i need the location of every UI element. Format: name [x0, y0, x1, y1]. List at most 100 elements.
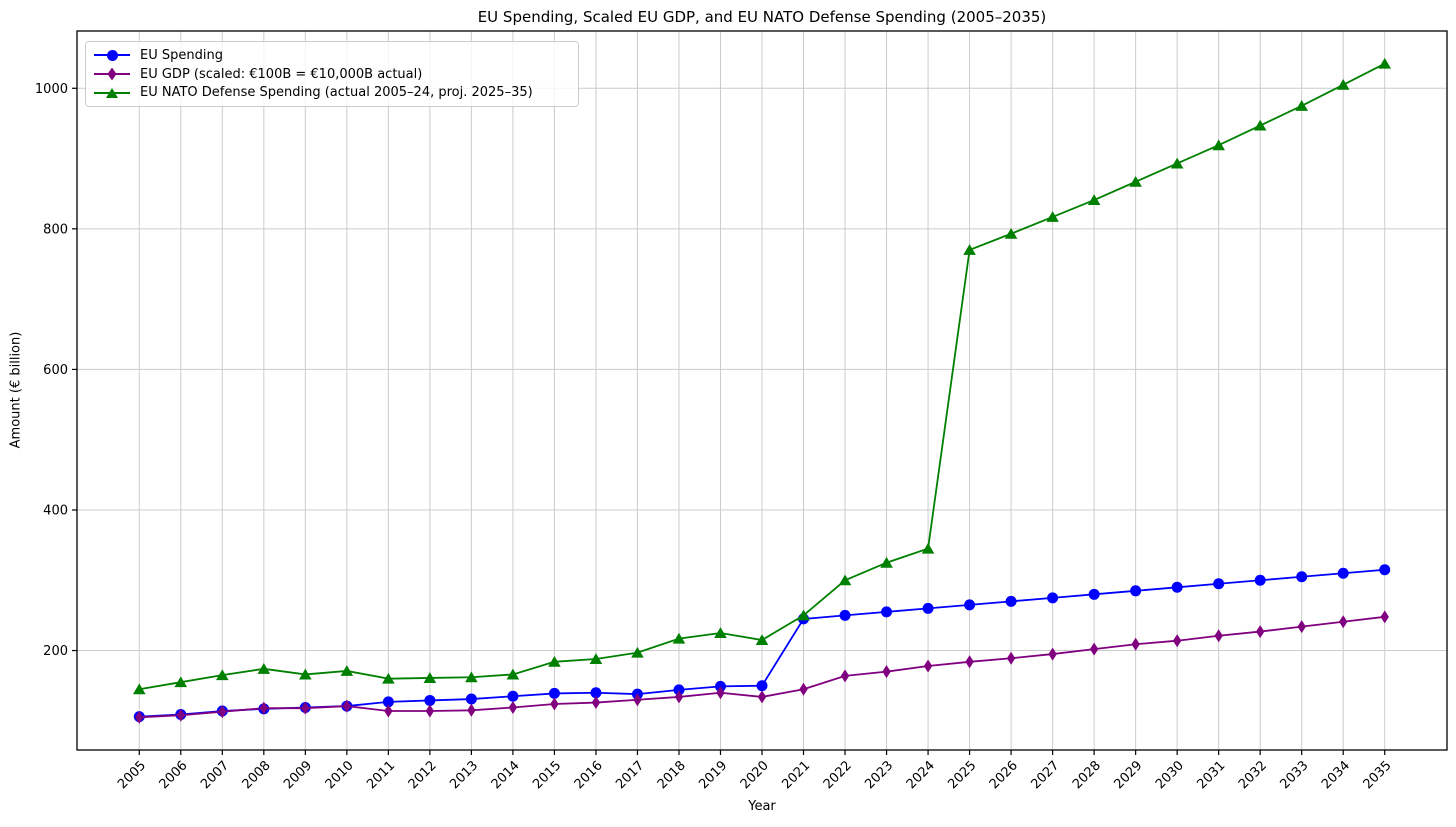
x-tick-label: 2023: [862, 758, 896, 792]
data-point-marker: [1006, 651, 1016, 665]
data-point-marker: [1047, 592, 1059, 604]
data-point-marker: [1004, 227, 1018, 239]
x-tick-label: 2024: [904, 758, 938, 792]
data-point-marker: [384, 704, 393, 718]
x-tick-label: 2025: [945, 758, 979, 792]
data-point-marker: [1378, 57, 1392, 69]
x-tick-label: 2020: [738, 758, 772, 792]
data-point-marker: [423, 672, 437, 683]
x-tick-label: 2006: [157, 758, 191, 792]
data-point-marker: [1254, 574, 1266, 586]
data-point-marker: [1297, 620, 1306, 634]
data-point-marker: [1172, 634, 1182, 648]
x-axis-label: Year: [748, 799, 776, 814]
data-point-marker: [132, 683, 146, 695]
data-point-marker: [1212, 139, 1225, 151]
x-tick-label: 2017: [613, 758, 647, 792]
data-point-marker: [1295, 100, 1308, 111]
data-point-marker: [465, 693, 477, 705]
x-tick-label: 2032: [1236, 758, 1270, 792]
legend-item-eu-nato-defense: EU NATO Defense Spending (actual 2005–24…: [94, 83, 568, 102]
data-point-marker: [507, 690, 519, 702]
x-tick-label: 2011: [364, 758, 398, 792]
x-tick-label: 2026: [987, 758, 1021, 792]
data-point-marker: [342, 699, 352, 713]
legend-item-eu-gdp: EU GDP (scaled: €100B = €10,000B actual): [94, 65, 568, 84]
data-point-marker: [1296, 571, 1308, 583]
data-point-marker: [923, 659, 933, 673]
x-tick-label: 2014: [489, 758, 523, 792]
data-point-marker: [1170, 157, 1184, 169]
data-point-marker: [714, 627, 727, 638]
legend-label-eu-gdp: EU GDP (scaled: €100B = €10,000B actual): [140, 66, 423, 82]
y-tick-label: 400: [43, 503, 68, 518]
data-point-marker: [465, 671, 478, 683]
x-tick-label: 2027: [1028, 758, 1062, 792]
chart-title: EU Spending, Scaled EU GDP, and EU NATO …: [477, 8, 1047, 26]
data-point-marker: [965, 655, 974, 669]
data-point-marker: [216, 669, 229, 681]
data-point-marker: [1337, 567, 1349, 579]
y-tick-label: 600: [43, 363, 68, 378]
data-point-marker: [382, 672, 395, 684]
series-1: [135, 610, 1389, 724]
line-diamond-marker-icon: [94, 67, 130, 81]
data-point-marker: [257, 663, 271, 674]
data-point-marker: [921, 542, 935, 554]
data-point-marker: [757, 690, 767, 704]
x-tick-label: 2030: [1153, 758, 1187, 792]
x-tick-label: 2029: [1111, 758, 1145, 792]
data-point-marker: [299, 668, 312, 680]
data-point-marker: [1171, 581, 1183, 593]
x-tick-label: 2007: [198, 758, 232, 792]
data-point-marker: [135, 710, 144, 724]
x-tick-label: 2021: [779, 758, 813, 792]
x-tick-label: 2035: [1361, 758, 1395, 792]
x-tick-label: 2031: [1194, 758, 1228, 792]
data-point-marker: [838, 574, 852, 586]
data-point-marker: [1129, 175, 1142, 187]
x-tick-label: 2008: [240, 758, 274, 792]
data-point-marker: [1213, 578, 1225, 590]
data-point-marker: [1339, 615, 1348, 629]
data-point-marker: [963, 244, 976, 255]
x-tick-label: 2009: [281, 758, 315, 792]
data-point-marker: [755, 634, 769, 646]
data-point-marker: [259, 701, 269, 715]
data-point-marker: [1253, 119, 1267, 131]
axis-ticks: 2005 2006 2007 2008 2009 2010 2011 2012 2013 2014…: [35, 82, 1395, 792]
data-point-marker: [1336, 78, 1350, 90]
data-point-marker: [881, 606, 893, 618]
data-point-marker: [1131, 637, 1140, 651]
x-tick-label: 2012: [406, 758, 440, 792]
x-tick-label: 2015: [530, 758, 564, 792]
data-point-marker: [340, 665, 354, 676]
x-tick-label: 2005: [115, 758, 149, 792]
data-point-marker: [1087, 194, 1101, 206]
data-point-marker: [1046, 211, 1059, 222]
data-point-marker: [548, 655, 561, 667]
x-tick-label: 2016: [572, 758, 606, 792]
data-point-marker: [382, 696, 394, 708]
x-tick-label: 2018: [655, 758, 689, 792]
data-point-marker: [425, 704, 435, 718]
series-2: [132, 57, 1392, 695]
data-point-marker: [674, 690, 684, 704]
data-point-marker: [548, 687, 560, 699]
x-tick-label: 2033: [1278, 758, 1312, 792]
y-tick-label: 200: [43, 644, 68, 659]
data-point-marker: [716, 686, 725, 700]
data-point-marker: [840, 669, 850, 683]
x-tick-label: 2034: [1319, 758, 1353, 792]
data-point-marker: [174, 676, 188, 688]
data-point-marker: [882, 665, 891, 679]
data-point-marker: [1214, 629, 1223, 643]
data-point-marker: [1130, 585, 1142, 597]
data-point-marker: [467, 703, 476, 717]
data-point-marker: [631, 646, 644, 658]
data-point-marker: [672, 632, 686, 644]
x-tick-label: 2013: [447, 758, 481, 792]
legend-label-eu-nato-defense: EU NATO Defense Spending (actual 2005–24…: [140, 85, 533, 101]
